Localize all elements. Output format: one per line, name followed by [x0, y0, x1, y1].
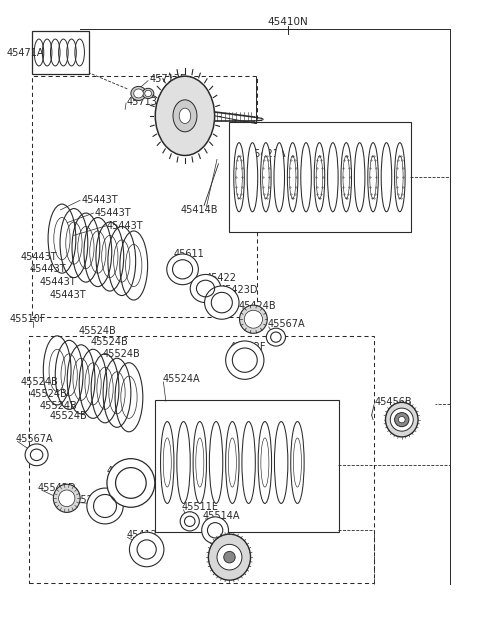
Ellipse shape	[226, 422, 239, 503]
Text: 45542D: 45542D	[38, 483, 77, 493]
Text: 45524B: 45524B	[102, 349, 140, 359]
Ellipse shape	[190, 274, 221, 303]
Text: 45421A: 45421A	[249, 149, 286, 159]
Ellipse shape	[224, 551, 235, 563]
Ellipse shape	[390, 408, 413, 431]
FancyBboxPatch shape	[228, 122, 411, 232]
Ellipse shape	[354, 143, 365, 212]
Text: 45713E: 45713E	[126, 97, 163, 107]
Ellipse shape	[234, 143, 244, 212]
Ellipse shape	[107, 459, 155, 507]
FancyBboxPatch shape	[32, 76, 257, 317]
Ellipse shape	[167, 254, 198, 285]
Ellipse shape	[173, 100, 197, 132]
Ellipse shape	[131, 87, 146, 101]
Ellipse shape	[240, 305, 267, 333]
Text: 45524C: 45524C	[69, 495, 107, 504]
Ellipse shape	[266, 328, 286, 346]
Text: 45423D: 45423D	[220, 285, 258, 296]
Text: 45510F: 45510F	[9, 314, 46, 324]
Text: 45443T: 45443T	[95, 208, 131, 218]
Ellipse shape	[398, 417, 405, 423]
Ellipse shape	[288, 143, 298, 212]
Text: 45443T: 45443T	[21, 251, 58, 262]
Text: 45523: 45523	[107, 466, 138, 476]
Text: 45443T: 45443T	[49, 290, 86, 300]
Ellipse shape	[275, 422, 288, 503]
FancyBboxPatch shape	[29, 336, 373, 583]
Ellipse shape	[145, 90, 152, 97]
Ellipse shape	[261, 143, 271, 212]
Ellipse shape	[160, 422, 174, 503]
FancyBboxPatch shape	[156, 400, 339, 531]
Text: 45414B: 45414B	[180, 206, 217, 215]
Text: 45514A: 45514A	[203, 512, 240, 521]
Text: 45524A: 45524A	[162, 374, 200, 385]
Ellipse shape	[258, 422, 272, 503]
Ellipse shape	[274, 143, 285, 212]
Ellipse shape	[87, 488, 123, 524]
Text: 45456B: 45456B	[375, 397, 413, 408]
Ellipse shape	[226, 341, 264, 379]
Ellipse shape	[179, 108, 191, 124]
Text: 45443T: 45443T	[40, 277, 77, 287]
Ellipse shape	[143, 88, 154, 99]
Text: 45443T: 45443T	[107, 221, 144, 231]
Ellipse shape	[177, 422, 190, 503]
Ellipse shape	[314, 143, 324, 212]
Ellipse shape	[395, 143, 405, 212]
Ellipse shape	[180, 512, 199, 531]
Text: 45412: 45412	[126, 529, 157, 540]
Ellipse shape	[204, 286, 239, 319]
Ellipse shape	[368, 143, 378, 212]
Ellipse shape	[291, 422, 304, 503]
Text: 45524B: 45524B	[91, 337, 129, 347]
Ellipse shape	[193, 422, 206, 503]
Ellipse shape	[202, 517, 228, 544]
Ellipse shape	[327, 143, 338, 212]
Text: 45567A: 45567A	[268, 319, 305, 329]
Ellipse shape	[247, 143, 258, 212]
Text: 45422: 45422	[205, 272, 237, 283]
Text: 45424B: 45424B	[239, 301, 276, 312]
Text: 45524B: 45524B	[78, 326, 116, 336]
Ellipse shape	[130, 532, 164, 567]
Text: 45443T: 45443T	[81, 196, 118, 205]
Ellipse shape	[301, 143, 312, 212]
Ellipse shape	[209, 422, 223, 503]
Ellipse shape	[134, 89, 144, 98]
Ellipse shape	[395, 413, 409, 427]
Text: 45442F: 45442F	[229, 342, 266, 353]
Text: 45410N: 45410N	[267, 17, 308, 27]
Ellipse shape	[244, 310, 263, 328]
Circle shape	[156, 76, 215, 156]
Text: 45524B: 45524B	[49, 412, 87, 421]
Ellipse shape	[242, 422, 255, 503]
Text: 45471A: 45471A	[6, 47, 44, 58]
Text: 45611: 45611	[174, 249, 204, 259]
Text: 45511E: 45511E	[181, 503, 218, 512]
Text: 45443T: 45443T	[29, 264, 66, 274]
Text: 45524B: 45524B	[21, 377, 59, 387]
Text: 45524B: 45524B	[40, 401, 78, 411]
Text: 45713E: 45713E	[149, 74, 186, 84]
Ellipse shape	[25, 444, 48, 466]
Ellipse shape	[59, 490, 75, 506]
Ellipse shape	[385, 403, 418, 437]
Ellipse shape	[381, 143, 392, 212]
FancyBboxPatch shape	[32, 31, 89, 74]
Ellipse shape	[53, 484, 80, 512]
Text: 45567A: 45567A	[16, 434, 54, 444]
Ellipse shape	[341, 143, 351, 212]
Text: 45524B: 45524B	[29, 389, 67, 399]
Ellipse shape	[217, 544, 242, 570]
Ellipse shape	[208, 534, 251, 580]
